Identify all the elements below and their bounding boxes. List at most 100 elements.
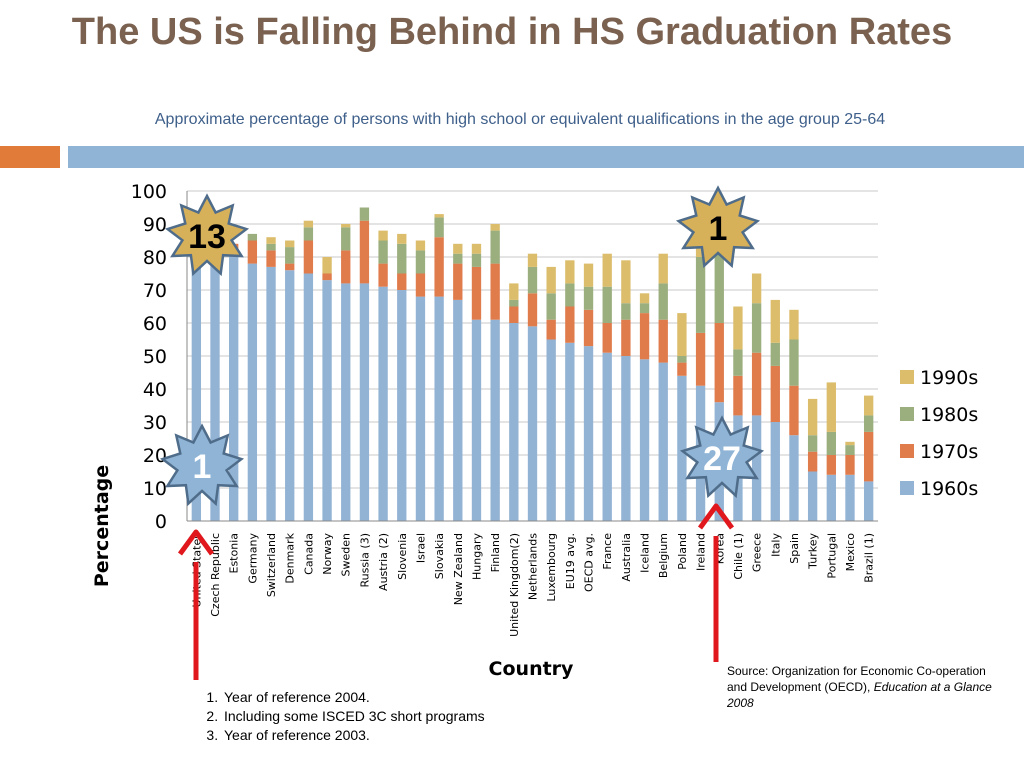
x-tick-label: Norway — [321, 533, 334, 575]
bar-segment — [621, 356, 631, 521]
x-tick-label: Australia — [620, 533, 633, 582]
x-tick-label: France — [601, 533, 614, 570]
bar-segment — [415, 296, 426, 521]
bar-segment — [621, 319, 631, 356]
rank-badge-shape — [679, 415, 765, 499]
x-tick-label: Spain — [788, 533, 801, 564]
bar-segment — [490, 230, 500, 264]
x-axis-label: Country — [489, 658, 575, 680]
bar-segment — [434, 217, 444, 238]
bar-segment — [471, 253, 482, 267]
x-tick-label: Russia (3) — [358, 533, 371, 587]
bar-segment — [303, 240, 314, 274]
bar-segment — [770, 342, 780, 366]
bar-segment — [266, 250, 276, 267]
rank-badge-label: 1 — [193, 448, 212, 486]
bar-segment — [751, 273, 762, 304]
rank-badge-label: 1 — [709, 210, 728, 248]
bar-segment — [322, 257, 332, 274]
legend: 1990s 1980s 1970s 1960s — [900, 367, 978, 500]
bar-segment — [621, 303, 631, 320]
bar-segment — [677, 375, 687, 521]
legend-swatch — [900, 481, 914, 495]
x-tick-label: Brazil (1) — [863, 533, 876, 583]
bar-segment — [415, 240, 426, 251]
legend-label: 1990s — [920, 367, 978, 389]
bar-segment — [266, 266, 276, 521]
x-tick-label: New Zealand — [452, 533, 465, 605]
bar-segment — [863, 415, 874, 432]
y-tick-label: 70 — [143, 280, 167, 302]
bar-segment — [341, 283, 351, 521]
bar-segment — [341, 227, 351, 251]
x-tick-label: Belgium — [657, 533, 670, 578]
y-tick-label: 10 — [143, 478, 167, 500]
x-tick-label: Switzerland — [265, 533, 278, 597]
bar-segment — [602, 323, 612, 353]
x-tick-label: Italy — [769, 533, 782, 557]
bar-segment — [583, 309, 594, 347]
bar-segment — [509, 299, 519, 307]
y-tick-label: 20 — [143, 445, 167, 467]
x-tick-label: Chile (1) — [732, 533, 745, 580]
bar-segment — [378, 263, 388, 287]
bar-segment — [677, 313, 687, 356]
footnote-2: Including some ISCED 3C short programs — [222, 707, 522, 726]
bar-segment — [826, 382, 836, 432]
x-tick-label: United Kingdom(2) — [508, 533, 521, 637]
x-tick-label: OECD avg. — [583, 533, 596, 592]
y-tick-label: 30 — [143, 412, 167, 434]
y-tick-label: 0 — [155, 511, 167, 533]
bar-segment — [565, 283, 575, 307]
x-tick-label: Turkey — [807, 533, 820, 570]
y-tick-label: 90 — [143, 214, 167, 236]
bar-segment — [565, 260, 575, 284]
footnote-3: Year of reference 2003. — [222, 726, 522, 745]
bar-segment — [247, 240, 258, 264]
x-tick-label: Hungary — [470, 533, 483, 580]
bar-segment — [453, 253, 463, 264]
bar-segment — [733, 375, 743, 416]
bar-segment — [397, 233, 407, 244]
bar-segment — [639, 303, 650, 314]
bar-segment — [863, 395, 874, 416]
rank-badges: 13 1 1 27 — [159, 185, 765, 507]
bar-segment — [322, 280, 332, 521]
bar-segment — [210, 240, 220, 521]
bar-segment — [695, 332, 706, 386]
bar-segment — [415, 273, 426, 297]
bar-segment — [303, 220, 314, 228]
bar-segment — [341, 224, 351, 228]
bar-segment — [789, 339, 799, 386]
x-tick-label: Slovakia — [433, 533, 446, 579]
bar-segment — [639, 313, 650, 360]
bar-segment — [807, 398, 818, 436]
bar-segment — [471, 319, 482, 521]
bar-segment — [602, 253, 612, 287]
bar-segment — [509, 283, 519, 300]
bar-segment — [359, 207, 370, 221]
legend-swatch — [900, 444, 914, 458]
bar-segment — [733, 349, 743, 376]
bar-segment — [285, 263, 295, 271]
bar-segment — [453, 263, 463, 300]
bar-segment — [751, 415, 762, 521]
bar-segment — [527, 326, 538, 521]
bar-segment — [770, 299, 780, 343]
bar-segment — [322, 273, 332, 281]
bar-segment — [826, 431, 836, 455]
bar-segment — [397, 243, 407, 274]
bar-segment — [639, 293, 650, 304]
bar-segment — [658, 253, 668, 284]
x-tick-label: Portugal — [825, 533, 838, 579]
bar-segment — [677, 362, 687, 376]
legend-label: 1960s — [920, 478, 978, 500]
bar-segment — [658, 319, 668, 363]
bar-segment — [453, 299, 463, 521]
bar-segment — [378, 240, 388, 264]
bar-segment — [845, 445, 855, 455]
arrow-head — [177, 529, 215, 556]
bar-segment — [602, 352, 612, 521]
bar-segment — [490, 224, 500, 231]
